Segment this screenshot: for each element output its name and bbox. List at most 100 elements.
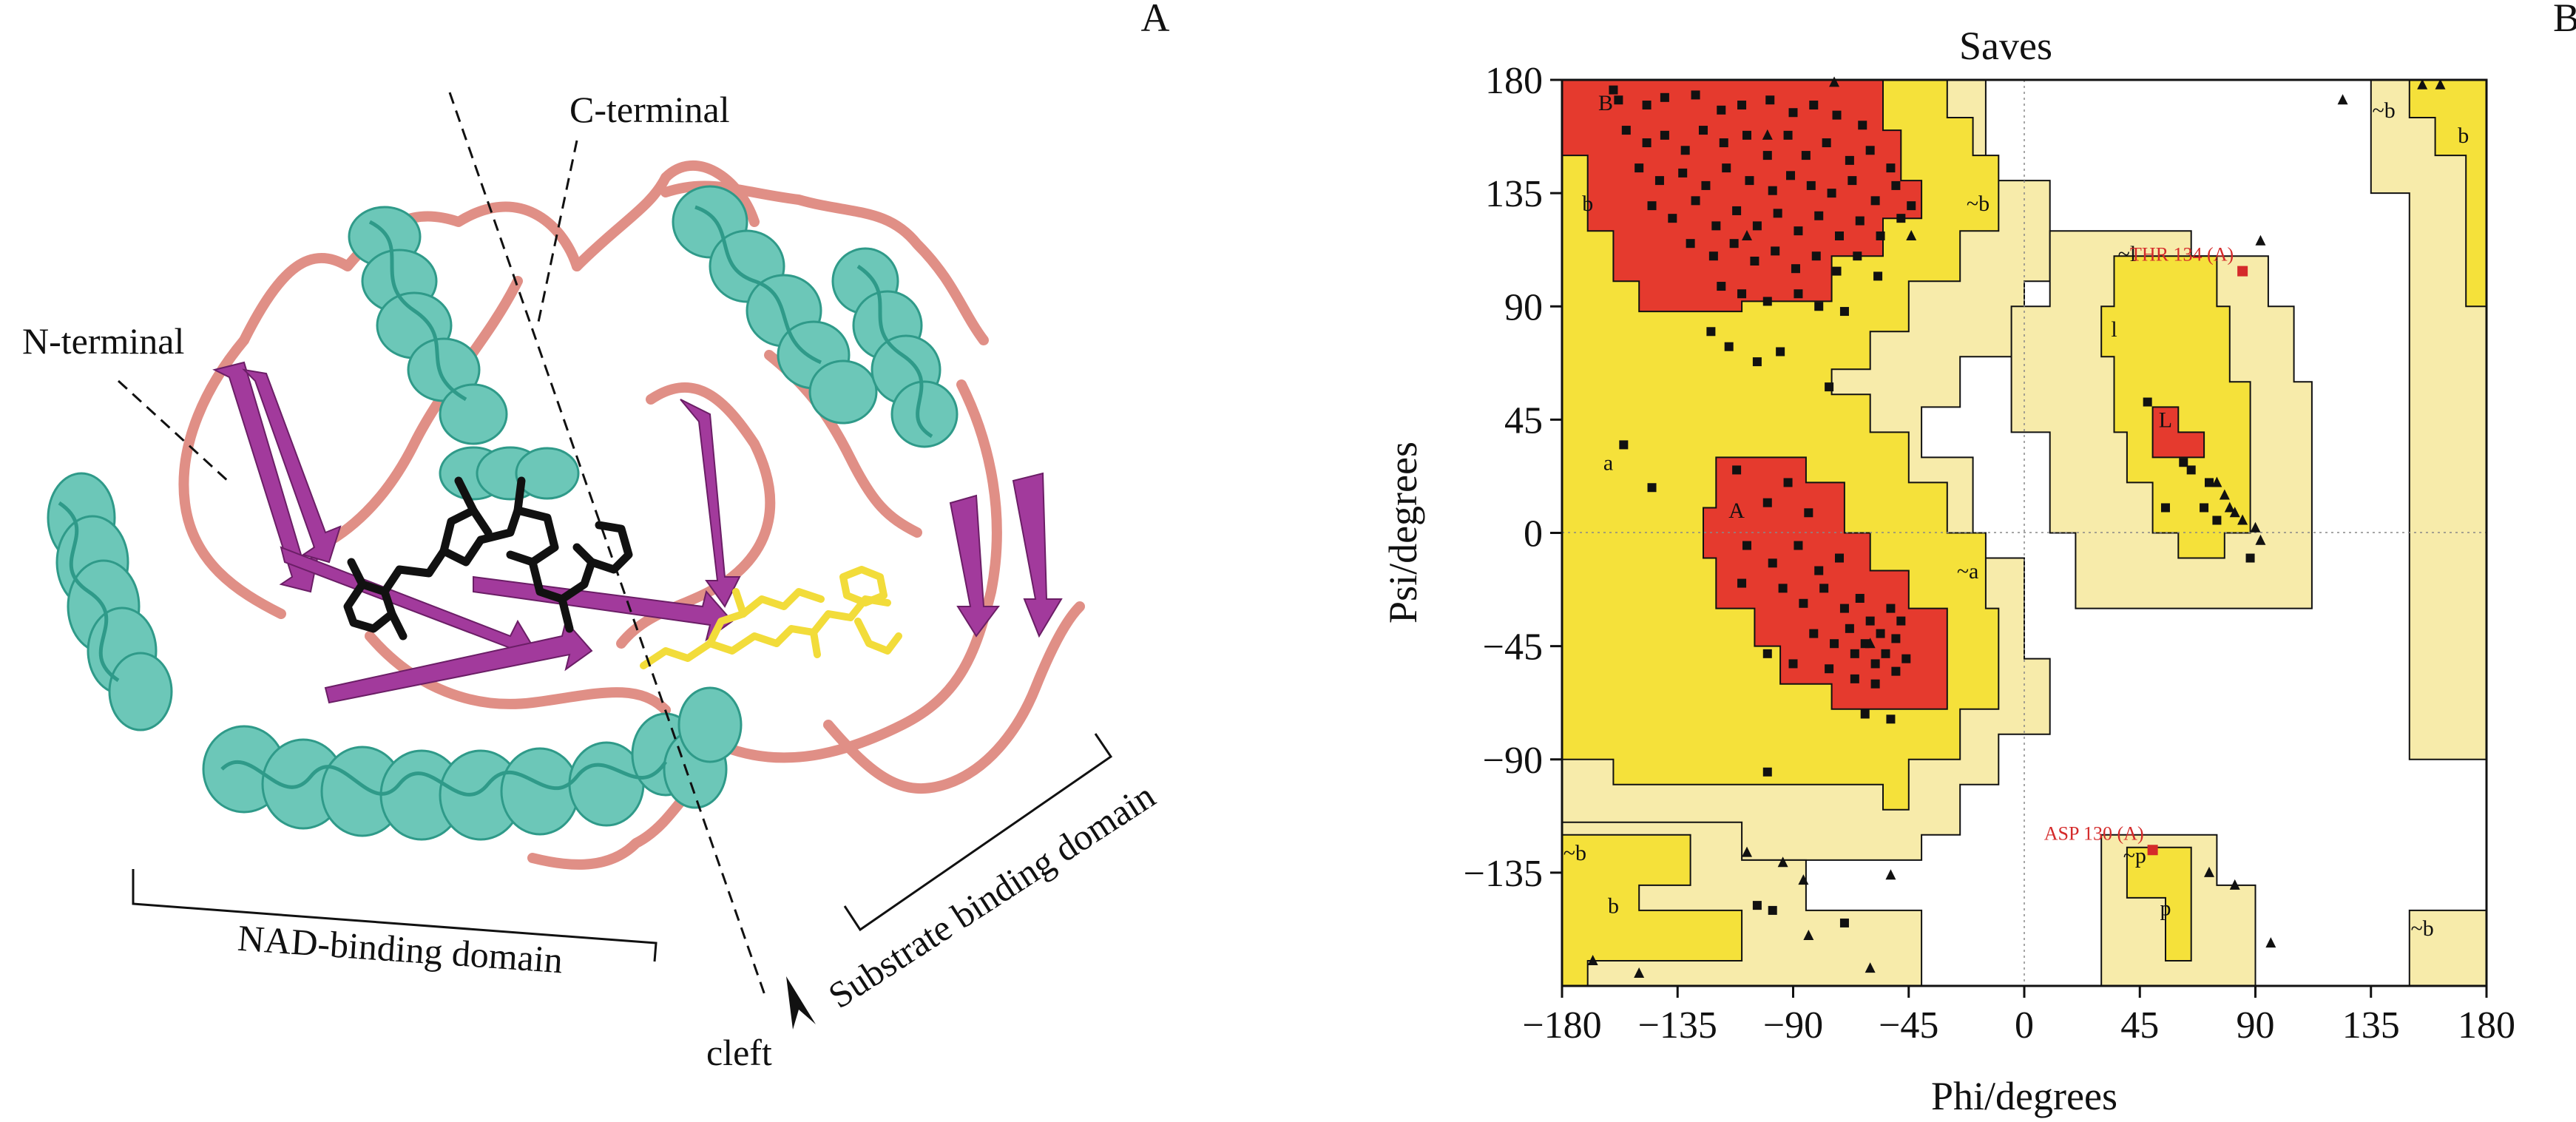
residue-point-square bbox=[1765, 95, 1775, 105]
residue-point-square bbox=[1768, 186, 1777, 195]
residue-point-triangle bbox=[1865, 962, 1876, 973]
residue-point-square bbox=[1881, 649, 1890, 658]
residue-point-square bbox=[1907, 201, 1916, 211]
residue-point-triangle bbox=[1742, 846, 1752, 857]
residue-point-square bbox=[1886, 163, 1896, 173]
residue-point-triangle bbox=[2229, 879, 2240, 890]
residue-point-square bbox=[2245, 553, 2255, 563]
region-label: b bbox=[1608, 893, 1619, 918]
x-axis-label: Phi/degrees bbox=[1931, 1074, 2117, 1118]
residue-point-square bbox=[1819, 584, 1829, 593]
region-label: ~b bbox=[1967, 192, 1990, 216]
residue-point-square bbox=[1642, 138, 1652, 148]
residue-point-square bbox=[1691, 196, 1700, 206]
chart-title: Saves bbox=[1959, 24, 2052, 68]
domain-divider-lines bbox=[117, 92, 767, 998]
residue-point-square bbox=[1729, 239, 1739, 249]
panel-b-ramachandran-plot: B Saves Bb ~b a A ~a ~l l L ~p p ~b b ~b b ~b THR 134 … bbox=[1381, 0, 2576, 1118]
plot-area: Bb ~b a A ~a ~l l L ~p p ~b b ~b b ~b THR 134 (A) ASP 1… bbox=[1561, 76, 2488, 987]
residue-point-square bbox=[1886, 714, 1896, 724]
residue-point-square bbox=[1717, 105, 1726, 115]
x-tick-label: −135 bbox=[1638, 1004, 1717, 1047]
residue-point-square bbox=[1832, 110, 1842, 120]
nad-domain-bracket bbox=[132, 869, 657, 962]
outlier-label: THR 134 (A) bbox=[2130, 244, 2234, 266]
residue-point-triangle bbox=[1634, 967, 1645, 978]
residue-point-square bbox=[1848, 176, 1857, 186]
residue-point-square bbox=[1776, 347, 1785, 356]
residue-point-square bbox=[1654, 176, 1664, 186]
residue-point-square bbox=[1809, 629, 1819, 638]
residue-point-square bbox=[1791, 264, 1800, 274]
residue-point-square bbox=[1794, 289, 1803, 299]
panel-b-letter: B bbox=[2553, 0, 2576, 40]
cleft-dashed-line bbox=[448, 92, 767, 998]
residue-point-square bbox=[1825, 382, 1834, 392]
panel-a-protein-structure: A bbox=[22, 0, 1170, 1073]
residue-point-square bbox=[1691, 90, 1700, 100]
substrate-ligand bbox=[640, 566, 902, 669]
residue-point-triangle bbox=[2250, 521, 2261, 533]
c-terminal-leader bbox=[536, 140, 578, 326]
residue-point-triangle bbox=[2337, 94, 2348, 105]
region-label: ~b bbox=[2372, 98, 2395, 123]
residue-point-square bbox=[1719, 138, 1728, 148]
residue-point-square bbox=[1762, 297, 1772, 306]
residue-point-square bbox=[1752, 901, 1762, 910]
residue-point-square bbox=[1609, 85, 1618, 95]
residue-point-square bbox=[1835, 231, 1844, 240]
residue-point-square bbox=[2179, 458, 2188, 467]
residue-point-square bbox=[1752, 221, 1762, 231]
x-tick-label: 0 bbox=[2015, 1004, 2034, 1047]
residue-point-square bbox=[1762, 649, 1772, 658]
residue-point-square bbox=[2186, 465, 2196, 475]
residue-point-triangle bbox=[2265, 937, 2276, 948]
n-terminal-leader bbox=[117, 379, 231, 484]
residue-point-square bbox=[1778, 584, 1788, 593]
residue-point-square bbox=[2143, 397, 2152, 407]
residue-point-square bbox=[1814, 302, 1824, 311]
y-axis-label: Psi/degrees bbox=[1381, 442, 1425, 623]
x-tick-label: 45 bbox=[2120, 1004, 2159, 1047]
residue-point-square bbox=[2205, 478, 2214, 487]
y-tick-label: −90 bbox=[1483, 740, 1543, 782]
residue-point-square bbox=[1768, 905, 1777, 915]
residue-point-square bbox=[1686, 239, 1695, 249]
outlier-point bbox=[2147, 845, 2158, 856]
residue-point-square bbox=[1706, 327, 1716, 337]
residue-point-triangle bbox=[2255, 534, 2266, 545]
residue-point-square bbox=[1870, 659, 1880, 669]
residue-point-square bbox=[1839, 307, 1849, 317]
residue-point-square bbox=[1614, 95, 1623, 105]
residue-point-square bbox=[1876, 231, 1885, 240]
residue-point-square bbox=[1873, 271, 1883, 281]
x-tick-label: 180 bbox=[2458, 1004, 2515, 1047]
residue-point-square bbox=[1737, 578, 1747, 588]
residue-point-square bbox=[1752, 357, 1762, 367]
residue-point-triangle bbox=[1742, 229, 1752, 240]
residue-point-square bbox=[1788, 108, 1798, 118]
residue-point-square bbox=[1891, 180, 1901, 190]
residue-point-square bbox=[1773, 209, 1782, 218]
residue-point-square bbox=[1722, 163, 1731, 173]
cleft-label: cleft bbox=[706, 1032, 772, 1073]
region-label: b bbox=[1582, 192, 1593, 216]
region-label: ~b bbox=[1563, 841, 1586, 865]
residue-point-triangle bbox=[2224, 501, 2235, 513]
nad-binding-domain-label: NAD-binding domain bbox=[237, 917, 564, 981]
data-points bbox=[1587, 76, 2446, 978]
residue-point-triangle bbox=[1885, 869, 1896, 880]
allowed-region-4 bbox=[2126, 846, 2192, 962]
region-label: A bbox=[1728, 499, 1745, 523]
residue-point-square bbox=[1806, 180, 1816, 190]
residue-point-triangle bbox=[2255, 234, 2266, 246]
cleft-arrow-icon bbox=[786, 976, 816, 1030]
residue-point-square bbox=[1855, 216, 1865, 226]
region-label: ~b bbox=[2411, 916, 2434, 941]
residue-point-square bbox=[1634, 163, 1644, 173]
y-tick-label: 135 bbox=[1485, 173, 1543, 215]
residue-point-square bbox=[1647, 201, 1657, 211]
residue-point-triangle bbox=[1906, 229, 1917, 240]
residue-point-square bbox=[1876, 629, 1885, 638]
residue-point-square bbox=[1762, 767, 1772, 777]
